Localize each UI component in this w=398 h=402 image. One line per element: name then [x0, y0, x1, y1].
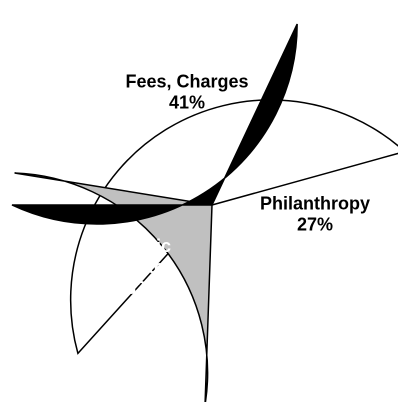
slice-percent-label: 27%	[297, 214, 333, 234]
slice-label: Public	[117, 236, 171, 256]
pie-slice-3	[11, 23, 298, 225]
slice-percent-label: 41%	[169, 92, 205, 112]
slice-label: Sector	[116, 257, 172, 277]
slice-label: Fees, Charges	[125, 71, 248, 91]
pie-slice-1	[69, 99, 398, 355]
pie-slice-2	[14, 172, 213, 402]
slice-percent-label: 32%	[126, 278, 162, 298]
slice-label: Philanthropy	[260, 193, 370, 213]
